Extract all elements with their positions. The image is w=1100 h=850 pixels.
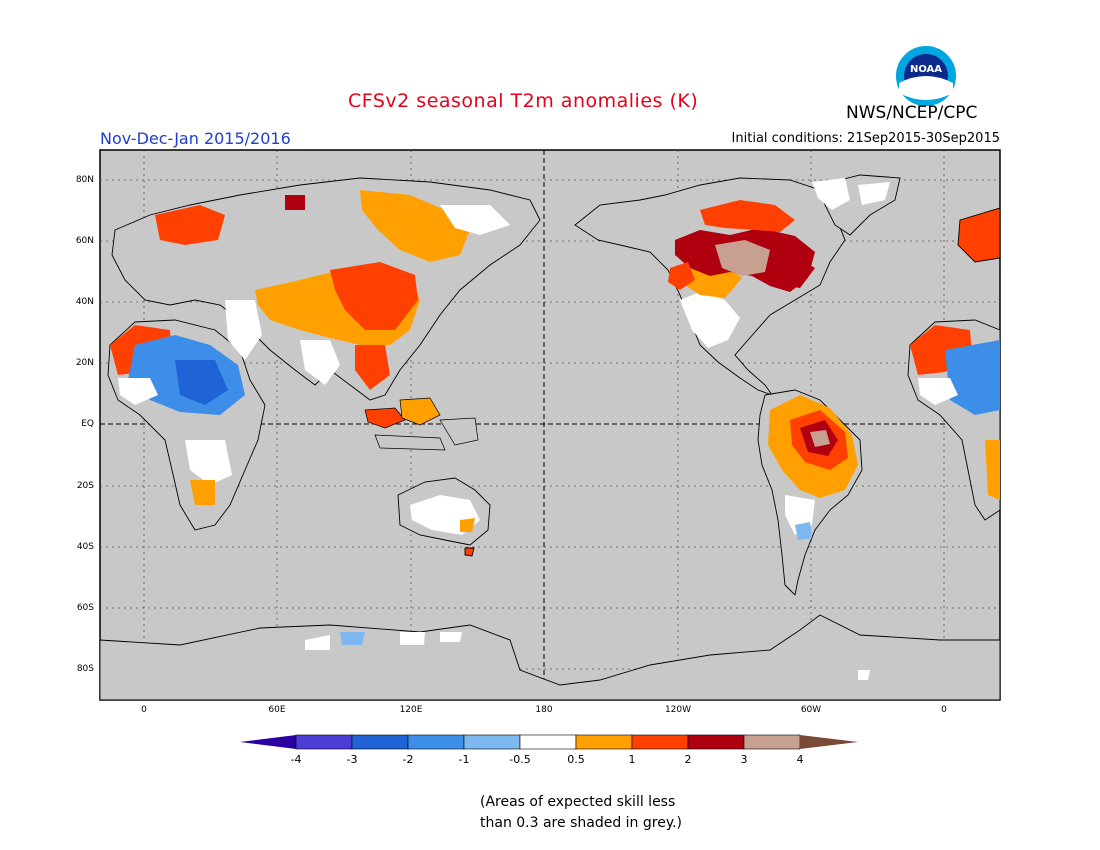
colorbar-swatch	[687, 734, 745, 750]
agency-label: NWS/NCEP/CPC	[846, 103, 978, 123]
lon-label: 120W	[664, 705, 692, 715]
lon-label: 60W	[800, 705, 822, 715]
skill-note-line: than 0.3 are shaded in grey.)	[480, 815, 683, 831]
europe-east-edge	[957, 207, 1001, 263]
africa-east-edge	[907, 319, 1001, 521]
colorbar-tick: 3	[740, 753, 748, 766]
colorbar	[240, 734, 858, 750]
noaa-logo-icon: NOAA	[894, 44, 958, 108]
map-title: CFSv2 seasonal T2m anomalies (K)	[348, 90, 699, 112]
lon-label: 0	[141, 705, 147, 715]
lat-label: 80S	[76, 664, 94, 674]
colorbar-swatch	[631, 734, 689, 750]
lat-label: 20N	[75, 358, 94, 368]
colorbar-swatch	[519, 734, 577, 750]
colorbar-tick: 4	[796, 753, 804, 766]
skill-note: (Areas of expected skill less than 0.3 a…	[480, 792, 682, 834]
colorbar-tick: -4	[290, 753, 302, 766]
colorbar-arrow-high	[800, 735, 858, 749]
north-america	[574, 177, 846, 396]
greenland-white	[812, 178, 850, 210]
equator-dateline	[100, 150, 1000, 700]
colorbar-tick: 0.5	[567, 753, 585, 766]
lat-label: 60S	[76, 603, 94, 613]
indonesia	[364, 397, 479, 451]
colorbar-tick: -0.5	[509, 753, 531, 766]
colorbar-swatch	[295, 734, 353, 750]
lon-label: 180	[535, 705, 553, 715]
colorbar-tick: 2	[684, 753, 692, 766]
antarctica	[99, 614, 1001, 701]
lon-label: 120E	[399, 705, 423, 715]
lat-label: 80N	[75, 175, 94, 185]
colorbar-tick: -1	[458, 753, 470, 766]
colorbar-tick: -3	[346, 753, 358, 766]
colorbar-tick: -2	[402, 753, 414, 766]
initial-conditions-label: Initial conditions: 21Sep2015-30Sep2015	[731, 131, 1000, 146]
svg-text:NOAA: NOAA	[910, 64, 942, 75]
colorbar-swatch	[407, 734, 465, 750]
australia	[397, 477, 491, 557]
colorbar-swatch	[743, 734, 801, 750]
lat-label: 60N	[75, 236, 94, 246]
africa	[107, 319, 266, 531]
colorbar-arrow-low	[240, 735, 296, 749]
lon-label: 60E	[268, 705, 286, 715]
colorbar-swatch	[351, 734, 409, 750]
skill-note-line: (Areas of expected skill less	[480, 794, 676, 810]
lat-label: 20S	[76, 481, 94, 491]
colorbar-swatch	[575, 734, 633, 750]
lat-label: EQ	[81, 419, 94, 429]
eurasia	[111, 177, 541, 401]
lat-label: 40S	[76, 542, 94, 552]
colorbar-tick: 1	[628, 753, 636, 766]
lon-label: 0	[941, 705, 947, 715]
south-america	[757, 389, 863, 596]
lat-label: 40N	[75, 297, 94, 307]
season-label: Nov-Dec-Jan 2015/2016	[100, 129, 291, 148]
colorbar-swatch	[463, 734, 521, 750]
